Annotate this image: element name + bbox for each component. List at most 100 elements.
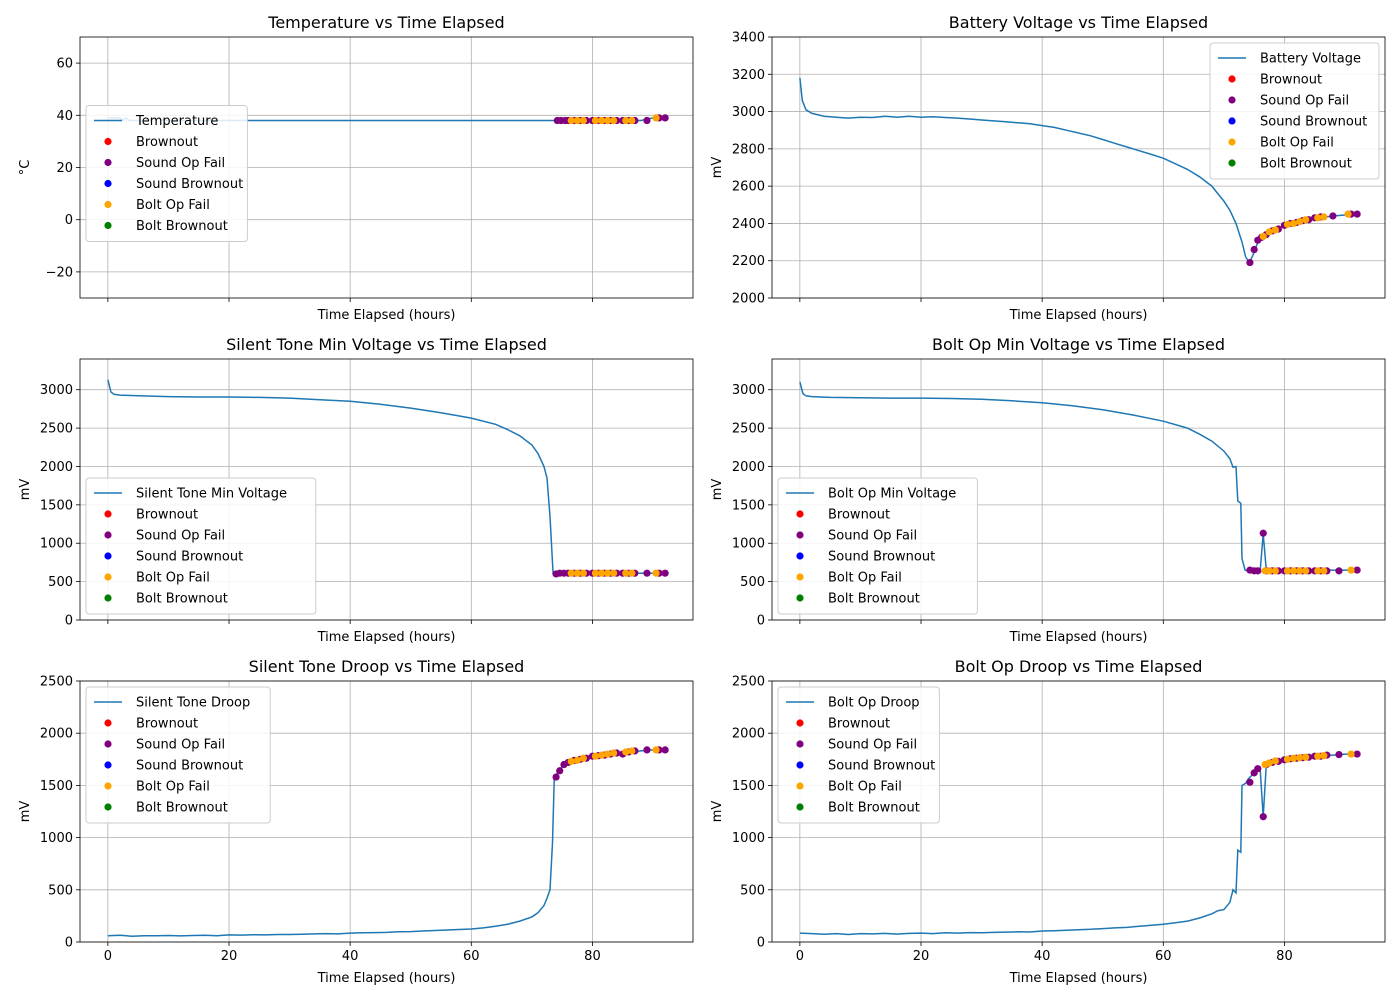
legend-dot-swatch <box>1228 96 1236 104</box>
sound-op-fail-marker <box>643 116 651 125</box>
x-tick-label: 0 <box>796 949 804 964</box>
legend: Bolt Op Min Voltage Brownout Sound Op Fail… <box>777 477 978 615</box>
legend-label: Bolt Op Fail <box>136 198 210 213</box>
y-axis-label: mV <box>18 801 33 823</box>
y-tick-label: 3000 <box>732 105 765 120</box>
axes-frame <box>79 680 694 943</box>
y-tick-label: 1000 <box>732 831 765 846</box>
sound-op-fail-marker <box>643 746 651 754</box>
sound-op-fail-marker <box>1259 813 1267 821</box>
bolt-op-fail-marker <box>1320 213 1328 221</box>
sound-op-fail-marker <box>661 569 669 577</box>
y-tick-label: 2500 <box>732 675 765 690</box>
legend-dot-swatch <box>104 803 112 811</box>
bolt-op-fail-marker <box>622 748 630 756</box>
legend-dot-swatch <box>796 719 804 727</box>
x-axis-label: Time Elapsed (hours) <box>1009 308 1148 323</box>
y-tick-label: 3000 <box>732 383 765 398</box>
x-axis-label: Time Elapsed (hours) <box>1009 971 1148 986</box>
y-tick-label: 1000 <box>40 537 73 552</box>
axes-frame <box>771 680 1386 943</box>
legend-dot-swatch <box>104 200 112 209</box>
legend-label: Sound Brownout <box>1260 115 1367 130</box>
y-tick-label: 2200 <box>732 254 765 269</box>
y-axis-label: mV <box>710 801 725 823</box>
y-tick-label: 0 <box>757 936 765 951</box>
bolt-op-fail-marker <box>591 752 600 760</box>
x-axis-label: Time Elapsed (hours) <box>317 308 456 323</box>
legend: Temperature Brownout Sound Op Fail Sound Br… <box>85 105 248 242</box>
bolt-op-fail-marker <box>567 569 575 577</box>
y-axis-label: mV <box>710 479 725 501</box>
sound-op-fail-marker <box>1335 567 1343 575</box>
legend-label: Brownout <box>828 717 890 732</box>
legend-dot-swatch <box>796 803 804 811</box>
subplot-4: 0 500 1000 1500 2000 2500 3000 Bolt Op Min Volt… <box>710 335 1386 645</box>
legend-label: Silent Tone Droop <box>136 696 250 711</box>
sound-op-fail-marker <box>661 114 669 122</box>
y-tick-label: 500 <box>740 883 765 898</box>
legend-label: Sound Brownout <box>828 550 935 565</box>
bolt-op-fail-marker <box>1344 210 1352 218</box>
bolt-op-fail-marker <box>1320 567 1328 575</box>
x-axis-label: Time Elapsed (hours) <box>1009 630 1148 645</box>
y-tick-label: 1500 <box>40 498 73 513</box>
axes-frame <box>79 358 694 621</box>
axes-frame <box>771 36 1386 299</box>
legend: Bolt Op Droop Brownout Sound Op Fail Sound … <box>777 686 940 824</box>
y-tick-label: 20 <box>56 161 73 176</box>
legend-label: Brownout <box>136 717 198 732</box>
legend-label: Brownout <box>136 508 198 523</box>
bolt-op-fail-marker <box>1295 567 1304 575</box>
series-line <box>799 753 1358 936</box>
legend-dot-swatch <box>104 510 112 518</box>
y-tick-label: 500 <box>48 575 73 590</box>
y-tick-label: 1500 <box>732 779 765 794</box>
legend-dot-swatch <box>104 179 112 188</box>
bolt-op-fail-marker <box>603 569 612 577</box>
y-tick-label: 500 <box>740 575 765 590</box>
legend-dot-swatch <box>104 740 112 748</box>
sound-op-fail-marker <box>661 746 669 754</box>
bolt-op-fail-marker <box>1314 214 1322 222</box>
legend-dot-swatch <box>796 531 804 539</box>
legend-dot-swatch <box>104 552 112 560</box>
x-tick-label: 0 <box>104 949 112 964</box>
legend-label: Sound Op Fail <box>136 156 225 171</box>
bolt-op-fail-marker <box>1289 219 1298 228</box>
chart-title: Battery Voltage vs Time Elapsed <box>949 13 1208 32</box>
legend-dot-swatch <box>104 137 112 146</box>
legend: Silent Tone Min Voltage Brownout Sound Op … <box>85 477 317 615</box>
y-tick-label: 2500 <box>40 422 73 437</box>
x-tick-label: 60 <box>463 949 480 964</box>
bolt-op-fail-marker <box>579 754 587 762</box>
axes-frame <box>79 36 694 299</box>
sound-op-fail-marker <box>1254 567 1262 575</box>
bolt-op-fail-marker <box>1271 226 1279 234</box>
bolt-op-fail-marker <box>610 569 618 577</box>
legend-box <box>85 477 317 615</box>
legend-dot-swatch <box>1228 75 1236 83</box>
subplot-6: 0 20 40 60 80 0 500 1000 1500 2000 2500 Bolt Op Dro… <box>710 657 1386 986</box>
x-axis-label: Time Elapsed (hours) <box>317 630 456 645</box>
legend-dot-swatch <box>104 221 112 230</box>
bolt-op-fail-marker <box>610 749 618 757</box>
bolt-op-fail-marker <box>1265 228 1273 236</box>
y-tick-label: 500 <box>48 883 73 898</box>
sound-op-fail-marker <box>1254 765 1262 773</box>
bolt-op-fail-marker <box>610 116 618 125</box>
bolt-op-fail-marker <box>597 569 606 577</box>
legend-label: Battery Voltage <box>1260 52 1361 67</box>
x-tick-label: 20 <box>221 949 238 964</box>
legend-label: Bolt Op Fail <box>136 780 210 795</box>
chart-title: Temperature vs Time Elapsed <box>267 13 504 32</box>
sound-op-fail-marker <box>1335 751 1343 759</box>
legend-dot-swatch <box>796 573 804 581</box>
bolt-op-fail-marker <box>1283 220 1292 228</box>
legend-dot-swatch <box>796 594 804 602</box>
bolt-op-fail-marker <box>622 116 630 125</box>
legend-box <box>85 105 248 242</box>
legend-label: Bolt Op Min Voltage <box>828 487 956 502</box>
bolt-op-fail-marker <box>1265 567 1273 575</box>
subplot-2: 2000 2200 2400 2600 2800 3000 3200 3400 Battery … <box>710 13 1386 323</box>
